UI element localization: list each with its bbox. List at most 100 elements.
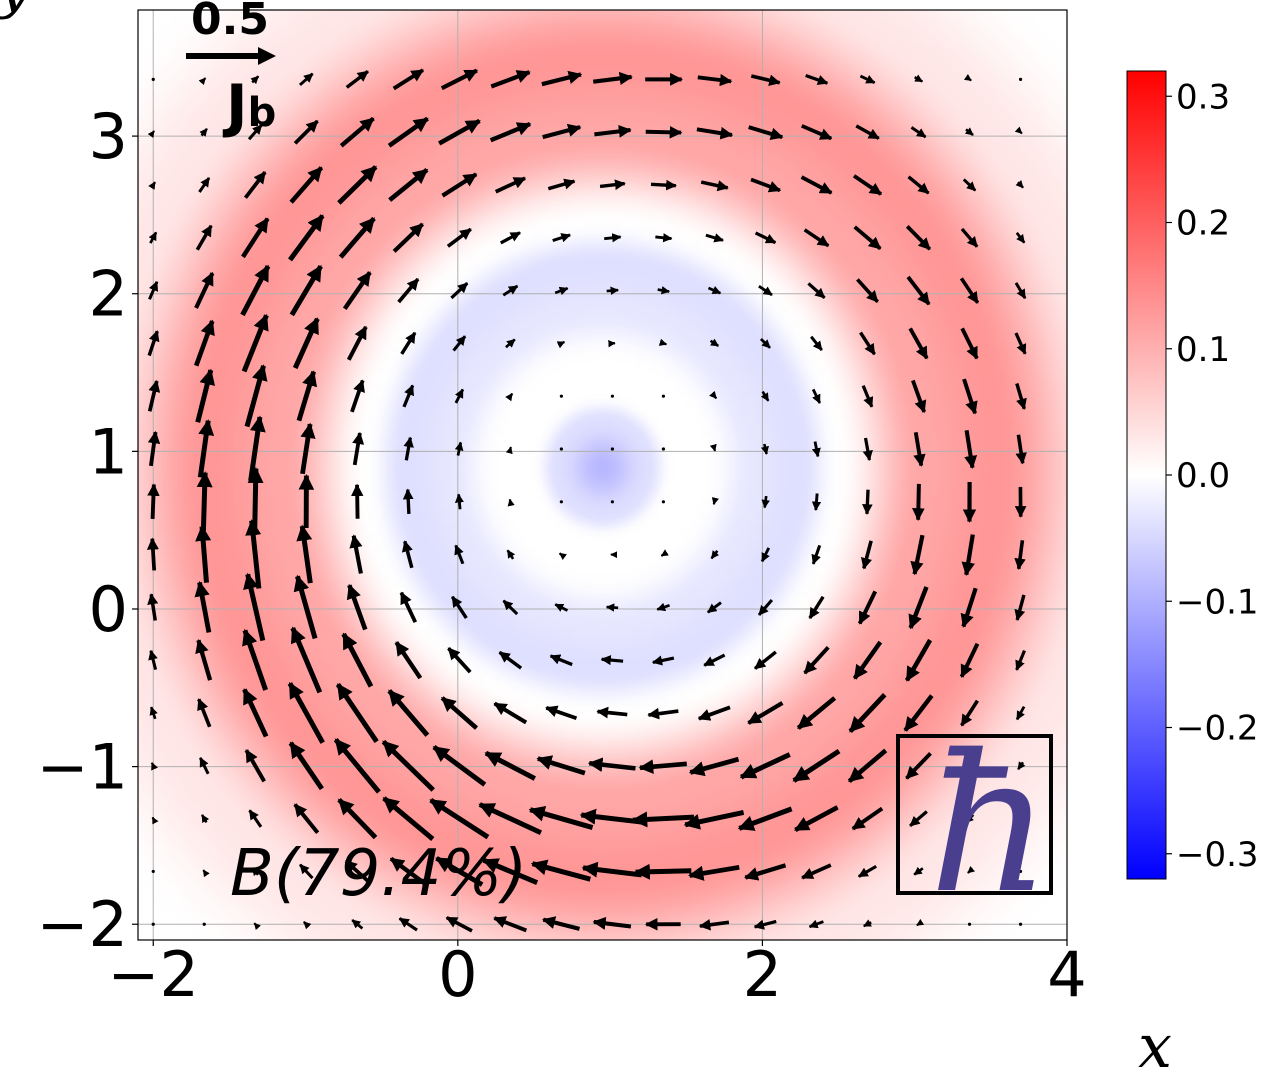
quiver-arrow [610,500,614,504]
quiver-arrow [853,225,882,251]
quiver-arrow [959,642,980,678]
quiver-arrow [447,647,472,674]
quiver-arrow [744,863,787,881]
quiver-key-arrowhead [258,47,276,65]
quiver-arrow [631,811,695,828]
quiver-arrow [293,803,320,835]
quiver-arrow [967,922,972,926]
quiver-arrow [450,595,468,619]
quiver-arrow [709,390,718,400]
quiver-arrow [801,863,832,880]
quiver-arrow [913,866,924,876]
quiver-arrow [147,330,160,357]
quiver-arrow [499,231,521,245]
quiver-arrow [397,277,420,304]
quiver-arrow [338,216,376,259]
quiver-arrow [1017,761,1026,771]
quiver-arrow [432,745,487,787]
x-tick-label: −2 [108,938,199,1011]
quiver-arrow [709,338,720,347]
quiver-arrow [148,280,159,300]
quiver-arrow [960,699,979,727]
quiver-arrow [811,388,822,404]
quiver-arrow [596,706,628,719]
quiver-arrow [811,493,822,511]
quiver-arrow [638,759,687,775]
quiver-arrow [661,394,666,398]
quiver-arrow [861,384,874,408]
quiver-arrow [581,861,642,878]
quiver-arrow [1018,922,1023,926]
quiver-arrow [197,419,215,478]
quiver-arrow [402,488,414,515]
quiver-arrow [293,119,319,145]
quiver-arrow [197,698,212,728]
colorbar-tick-label: 0.2 [1176,204,1230,244]
quiver-arrow [489,122,532,143]
quiver-arrow [445,916,473,933]
quiver-arrow [610,394,614,398]
quiver-arrow [907,175,930,195]
quiver-arrow [811,544,822,565]
colorbar-tick-label: −0.3 [1176,835,1259,875]
quiver-arrow [848,693,887,734]
quiver-arrow [151,922,155,926]
quiver-arrow [490,70,531,89]
quiver-arrow [558,552,567,561]
quiver-arrow [240,264,271,317]
quiver-arrow [710,550,720,560]
quiver-arrow [196,471,213,531]
quiver-arrow [962,378,978,415]
quiver-arrow [441,172,478,198]
quiver-arrow [911,379,927,414]
quiver-arrow [244,749,266,783]
quiver-arrow [147,379,161,412]
quiver-arrow [194,319,215,367]
quiver-arrow [604,233,622,243]
quiver-arrow [697,705,731,721]
quiver-arrow [859,331,876,356]
quiver-arrow [352,431,365,466]
quiver-arrow [698,919,730,931]
quiver-arrow [298,863,314,880]
colorbar-tick-label: 0.1 [1176,330,1230,370]
quiver-arrow [250,75,260,85]
heatmap-image [138,10,1067,940]
quiver-arrow [800,175,833,195]
quiver-arrow [852,174,883,196]
quiver-arrow [346,583,368,631]
quiver-arrow [707,286,722,295]
plot-frame [137,9,1068,941]
quiver-arrow [248,809,263,828]
quiver-arrow [913,432,926,467]
quiver-arrow [151,77,155,81]
quiver-arrow [198,177,211,193]
quiver-arrow [810,335,823,351]
quiver-arrow [194,271,215,309]
quiver-arrow [387,116,429,148]
quiver-arrow [296,370,318,422]
quiver-arrow [300,422,316,475]
quiver-arrow [200,814,210,824]
quiver-arrow [454,544,465,565]
quiver-arrow [688,756,740,777]
quiver-arrow [247,124,263,141]
quiver-arrow [594,124,632,138]
quiver-arrow [860,540,873,570]
quiver-arrow [298,72,314,87]
quiver-arrow [400,331,417,355]
quiver-arrow [493,701,528,725]
quiver-arrow [454,388,465,404]
quiver-arrow [542,916,580,931]
quiver-arrow [243,171,267,199]
quiver-arrow [482,857,539,885]
quiver-arrow [253,922,262,931]
quiver-arrow [760,443,769,455]
quiver-arrow [202,922,206,926]
quiver-arrow [195,224,213,251]
quiver-arrow [505,446,513,455]
quiver-arrow [688,864,740,881]
quiver-arrow [241,313,269,373]
quiver-arrow [438,118,481,146]
quiver-arrow [296,524,313,584]
